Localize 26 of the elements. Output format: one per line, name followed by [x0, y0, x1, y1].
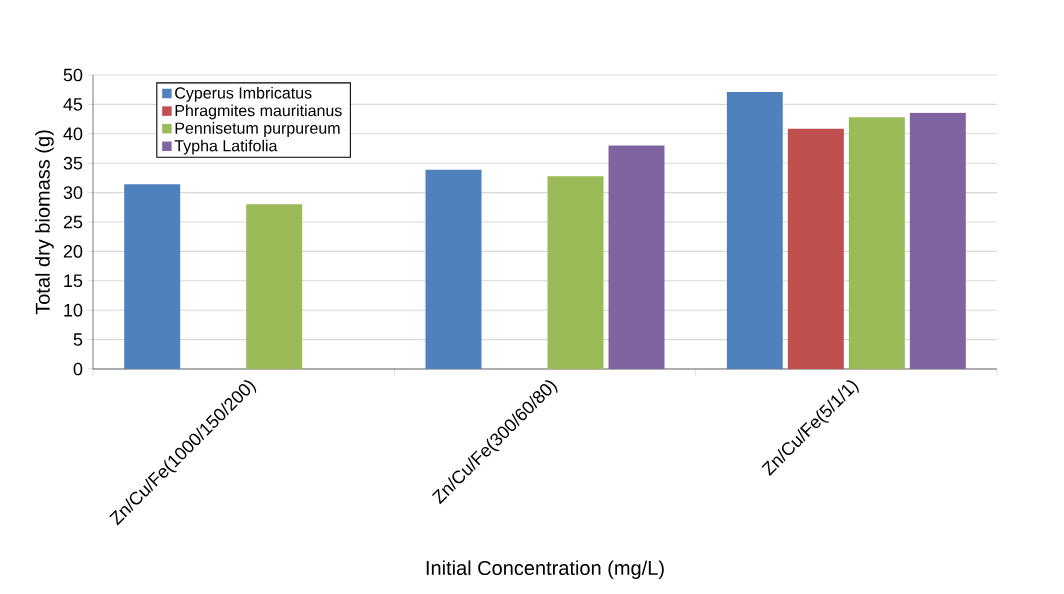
- y-tick-label: 30: [63, 186, 83, 199]
- y-tick-label: 15: [64, 274, 83, 288]
- y-tick-label: 5: [73, 333, 83, 346]
- bar: [124, 184, 181, 369]
- bar: [608, 145, 665, 369]
- y-tick-label: 25: [63, 215, 83, 229]
- bar: [425, 169, 482, 369]
- bar: [787, 128, 844, 369]
- bar: [547, 176, 604, 369]
- y-tick-label: 50: [63, 68, 83, 82]
- y-axis-title: Total dry biomass (g): [35, 130, 54, 315]
- legend-label: Pennisetum purpureum: [175, 122, 340, 137]
- bar: [848, 117, 905, 369]
- y-tick-label: 40: [63, 127, 83, 141]
- bar: [246, 204, 303, 369]
- legend-label: Typha Latifolia: [174, 139, 278, 155]
- y-tick-label: 10: [64, 303, 83, 317]
- bar: [726, 92, 783, 369]
- y-tick-label: 20: [63, 245, 83, 258]
- bar: [909, 112, 966, 369]
- legend-label: Phragmites mauritianus: [175, 104, 342, 120]
- x-axis-title: Initial Concentration (mg/L): [426, 560, 664, 580]
- legend-label: Cyperus Imbricatus: [175, 86, 312, 102]
- y-tick-label: 35: [63, 156, 83, 170]
- y-tick-label: 45: [63, 98, 83, 111]
- y-tick-label: 0: [73, 362, 83, 376]
